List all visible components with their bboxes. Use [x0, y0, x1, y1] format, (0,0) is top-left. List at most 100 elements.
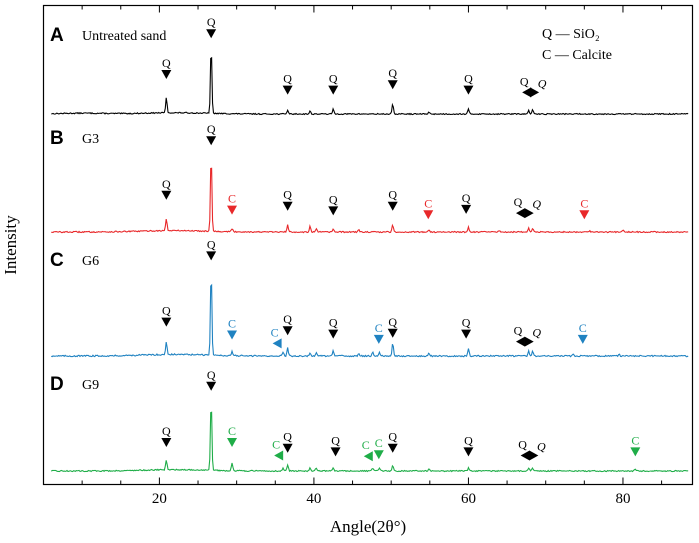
marker-label: Q	[388, 188, 397, 202]
marker-quartz	[461, 329, 472, 339]
marker-label: Q	[388, 430, 397, 444]
panel-label: G3	[82, 132, 99, 147]
marker-quartz	[206, 136, 217, 146]
marker-label: Q	[518, 437, 527, 451]
marker-label: Q	[464, 72, 473, 86]
legend-q: Q — SiO₂	[542, 27, 600, 42]
trace-a	[51, 56, 689, 116]
marker-label: C	[375, 436, 383, 450]
panel-letter: C	[50, 250, 64, 271]
trace-d	[50, 411, 689, 473]
marker-calcite	[363, 451, 373, 462]
marker-calcite	[274, 450, 284, 461]
marker-label: Q	[207, 122, 216, 136]
marker-quartz	[524, 336, 534, 347]
marker-calcite	[373, 334, 384, 344]
panel-label: Untreated sand	[82, 29, 166, 44]
marker-quartz	[529, 450, 539, 461]
trace-b	[51, 167, 689, 234]
marker-quartz	[206, 381, 217, 391]
marker-calcite	[579, 210, 590, 220]
marker-calcite	[373, 450, 384, 460]
marker-label: Q	[520, 74, 529, 88]
marker-quartz	[328, 85, 339, 95]
marker-label: Q	[388, 66, 397, 80]
marker-label: Q	[207, 15, 216, 29]
plot-frame	[42, 4, 694, 486]
marker-quartz	[524, 208, 534, 219]
marker-quartz	[282, 326, 293, 336]
marker-quartz	[530, 87, 540, 98]
marker-label: Q	[162, 56, 171, 70]
x-axis-ticks: 20 40 60 80	[81, 5, 663, 507]
marker-label: Q	[162, 424, 171, 438]
marker-label: C	[362, 438, 370, 452]
marker-label: Q	[283, 188, 292, 202]
marker-label: Q	[388, 315, 397, 329]
panel-label: G6	[82, 254, 99, 269]
marker-label: Q	[207, 237, 216, 251]
marker-calcite	[227, 437, 238, 447]
panel-letter: B	[50, 128, 64, 149]
marker-quartz	[282, 443, 293, 453]
marker-calcite	[272, 338, 282, 349]
marker-quartz	[330, 447, 341, 457]
marker-label: Q	[537, 439, 546, 453]
marker-quartz	[161, 70, 172, 79]
marker-label: Q	[462, 191, 471, 205]
legend-c: C — Calcite	[542, 48, 612, 63]
panel-letter: D	[50, 374, 64, 395]
marker-label: Q	[462, 316, 471, 330]
marker-quartz	[387, 328, 398, 338]
marker-label: Q	[162, 304, 171, 318]
marker-quartz	[328, 329, 339, 339]
x-tick-label: 20	[152, 491, 167, 507]
marker-calcite	[227, 205, 238, 215]
marker-quartz	[206, 251, 217, 261]
marker-label: Q	[162, 177, 171, 191]
y-axis-label: Intensity	[1, 215, 20, 275]
marker-label: C	[228, 317, 236, 331]
marker-label: Q	[538, 76, 547, 90]
marker-label: C	[580, 196, 588, 210]
marker-label: C	[375, 321, 383, 335]
marker-quartz	[282, 85, 293, 95]
marker-label: Q	[331, 433, 340, 447]
x-tick-label: 80	[615, 491, 630, 507]
marker-quartz	[387, 443, 398, 453]
marker-quartz	[328, 206, 339, 216]
marker-quartz	[461, 204, 472, 214]
marker-quartz	[161, 317, 172, 327]
panel-label: G9	[82, 378, 99, 393]
marker-quartz	[515, 208, 525, 219]
marker-label: C	[228, 424, 236, 438]
marker-label: Q	[283, 430, 292, 444]
x-tick-label: 40	[306, 491, 321, 507]
marker-label: C	[271, 325, 279, 339]
marker-label: C	[272, 437, 280, 451]
marker-label: Q	[532, 197, 541, 211]
marker-quartz	[206, 29, 217, 39]
marker-quartz	[463, 447, 474, 457]
marker-label: Q	[283, 312, 292, 326]
marker-calcite	[630, 447, 641, 457]
marker-label: Q	[329, 72, 338, 86]
marker-quartz	[387, 80, 398, 90]
x-axis-label: Angle(2θ°)	[330, 517, 406, 536]
marker-quartz	[387, 201, 398, 211]
marker-quartz	[161, 190, 172, 200]
trace-c	[51, 283, 689, 358]
marker-calcite	[577, 334, 588, 344]
marker-quartz	[522, 87, 532, 98]
marker-label: Q	[207, 368, 216, 382]
marker-quartz	[282, 201, 293, 211]
marker-label: Q	[514, 324, 523, 338]
marker-label: C	[579, 321, 587, 335]
panel-letter: A	[50, 25, 64, 46]
marker-label: Q	[532, 326, 541, 340]
